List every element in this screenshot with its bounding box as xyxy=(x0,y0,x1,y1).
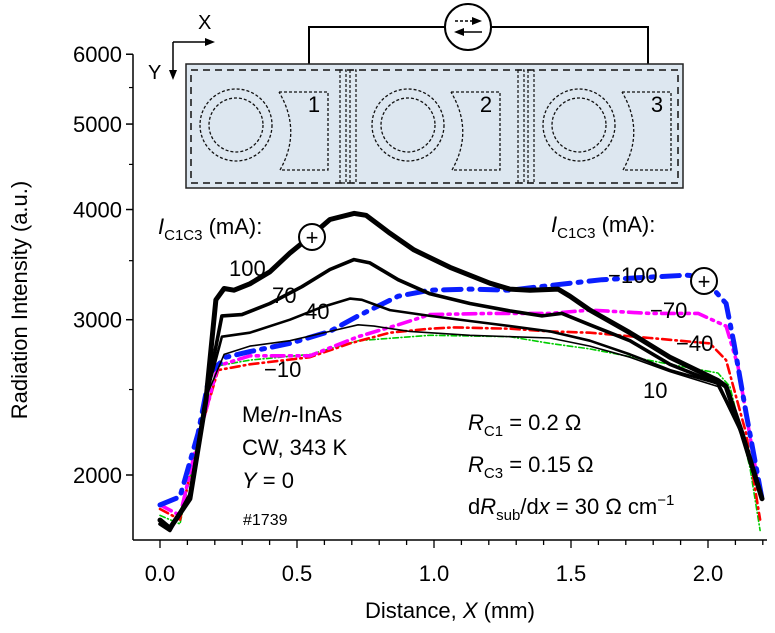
plus-polarity-icon-left: + xyxy=(298,223,326,251)
svg-text:+: + xyxy=(306,225,319,250)
x-axis-label: Distance, X (mm) xyxy=(365,598,535,623)
y-tick-label: 3000 xyxy=(73,308,122,333)
label-40: 40 xyxy=(305,299,329,324)
label-minus-70: −70 xyxy=(650,298,687,323)
plus-polarity-icon-right: + xyxy=(690,267,718,295)
inner-disk xyxy=(208,97,264,153)
xy-axes-indicator: X Y xyxy=(148,12,215,84)
cell-divider xyxy=(339,69,357,184)
y-tick-label: 6000 xyxy=(73,42,122,67)
y-position-label: Y = 0 xyxy=(242,468,294,493)
label-minus-100: −100 xyxy=(608,263,658,288)
rc1-label: RC1 = 0.2 Ω xyxy=(468,410,581,440)
cell-label: 1 xyxy=(308,92,320,117)
inner-disk xyxy=(380,97,436,153)
legend-right-title: IC1C3 (mA): xyxy=(551,212,655,242)
x-tick-label: 2.0 xyxy=(693,561,724,586)
circuit-wire xyxy=(308,26,649,64)
inset-y-label: Y xyxy=(148,62,161,84)
axes: 2000 3000 4000 5000 6000 0.0 0.5 1.0 1.5 2.0 xyxy=(73,42,767,586)
contact-pad xyxy=(621,91,672,171)
current-source-icon xyxy=(444,3,492,51)
outer-ring xyxy=(199,88,273,162)
cell-label: 3 xyxy=(651,92,663,117)
device-cell-1: 1 xyxy=(199,88,329,171)
svg-text:+: + xyxy=(698,269,711,294)
label-70: 70 xyxy=(272,283,296,308)
x-tick-label: 0.5 xyxy=(282,561,313,586)
x-tick-label: 1.0 xyxy=(419,561,450,586)
series-line-70 xyxy=(158,257,764,533)
contact-pad xyxy=(278,91,329,171)
outer-ring xyxy=(542,88,616,162)
label-minus-10: −10 xyxy=(264,357,301,382)
series-line-minus-100 xyxy=(157,272,765,508)
device-cell-3: 3 xyxy=(542,88,672,171)
inset-x-label: X xyxy=(198,12,211,34)
x-tick-label: 1.5 xyxy=(556,561,587,586)
annotations: IC1C3 (mA): + 100 70 40 −10 IC1C3 (mA): … xyxy=(158,212,718,529)
y-tick-label: 2000 xyxy=(73,463,122,488)
outer-ring xyxy=(371,88,445,162)
y-axis-label: Radiation Intensity (a.u.) xyxy=(7,181,32,419)
mode-label: CW, 343 K xyxy=(242,435,347,460)
label-100: 100 xyxy=(229,256,266,281)
sample-label: Me/n-InAs xyxy=(242,402,342,427)
x-tick-label: 0.0 xyxy=(145,561,176,586)
series-layer xyxy=(157,210,765,533)
series-line-100 xyxy=(157,210,765,531)
label-10: 10 xyxy=(643,378,667,403)
y-tick-label: 5000 xyxy=(73,112,122,137)
cell-divider xyxy=(517,69,535,184)
drsub-label: dRsub/dx = 30 Ω cm−1 xyxy=(468,492,674,524)
label-minus-40: −40 xyxy=(676,331,713,356)
inner-disk xyxy=(551,97,607,153)
device-diagram: X Y 1 2 3 xyxy=(148,3,684,189)
rc3-label: RC3 = 0.15 Ω xyxy=(468,452,594,482)
sample-id: #1739 xyxy=(243,512,288,529)
device-cell-2: 2 xyxy=(371,88,501,171)
contact-pad xyxy=(450,91,501,171)
cell-label: 2 xyxy=(480,92,492,117)
y-tick-label: 4000 xyxy=(73,198,122,223)
legend-left-title: IC1C3 (mA): xyxy=(158,214,262,244)
